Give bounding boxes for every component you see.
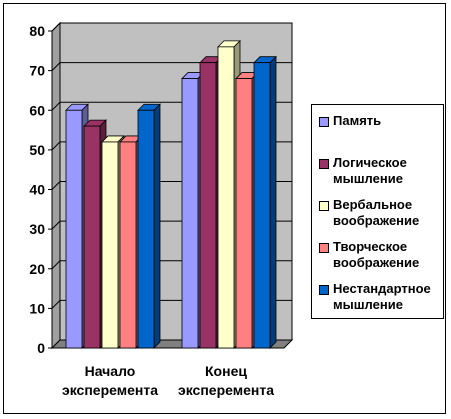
bar-1-1 [199, 62, 217, 349]
x-category-label-0: Начало [85, 363, 136, 379]
bar-side-0-4 [153, 103, 161, 349]
bar-0-4 [137, 109, 155, 349]
legend-swatch-memory [319, 117, 329, 127]
legend: Память Логическое мышление Вербальное во… [311, 104, 444, 319]
bar-0-0 [65, 109, 83, 349]
legend-label-nonstandard: Нестандартное мышление [333, 281, 431, 312]
bar-1-2 [217, 46, 235, 349]
y-tick-label: 10 [29, 300, 45, 316]
legend-swatch-nonstandard [319, 285, 329, 295]
bar-1-0 [181, 78, 199, 349]
y-tick-label: 30 [29, 221, 45, 237]
y-tick-label: 60 [29, 102, 45, 118]
legend-label-logical: Логическое мышление [333, 155, 407, 186]
x-category-label-0: эксперемента [62, 382, 158, 398]
x-category-label-1: эксперемента [178, 382, 274, 398]
legend-label-memory: Память [333, 113, 382, 128]
y-tick-label: 70 [29, 63, 45, 79]
bar-0-2 [101, 141, 119, 349]
y-tick-label: 20 [29, 261, 45, 277]
legend-label-creative: Творческое воображение [333, 239, 420, 270]
legend-label-verbal: Вербальное воображение [333, 197, 420, 228]
y-tick-label: 0 [37, 340, 45, 356]
bar-side-1-4 [269, 55, 277, 349]
y-tick-label: 40 [29, 182, 45, 198]
x-category-label-1: Конец [205, 363, 247, 379]
legend-swatch-logical [319, 159, 329, 169]
gridline [51, 22, 292, 32]
bar-0-1 [83, 125, 101, 349]
legend-swatch-creative [319, 243, 329, 253]
y-tick-label: 80 [29, 23, 45, 39]
bar-chart: 0 10 20 30 40 50 60 70 80 Начало эксперемента Конец… [29, 21, 294, 398]
y-tick-label: 50 [29, 142, 45, 158]
chart-frame: 0 10 20 30 40 50 60 70 80 Начало эксперемента Конец… [3, 3, 446, 414]
bar-0-3 [119, 141, 137, 349]
bar-1-3 [235, 78, 253, 349]
bar-1-4 [253, 62, 271, 349]
legend-swatch-verbal [319, 201, 329, 211]
